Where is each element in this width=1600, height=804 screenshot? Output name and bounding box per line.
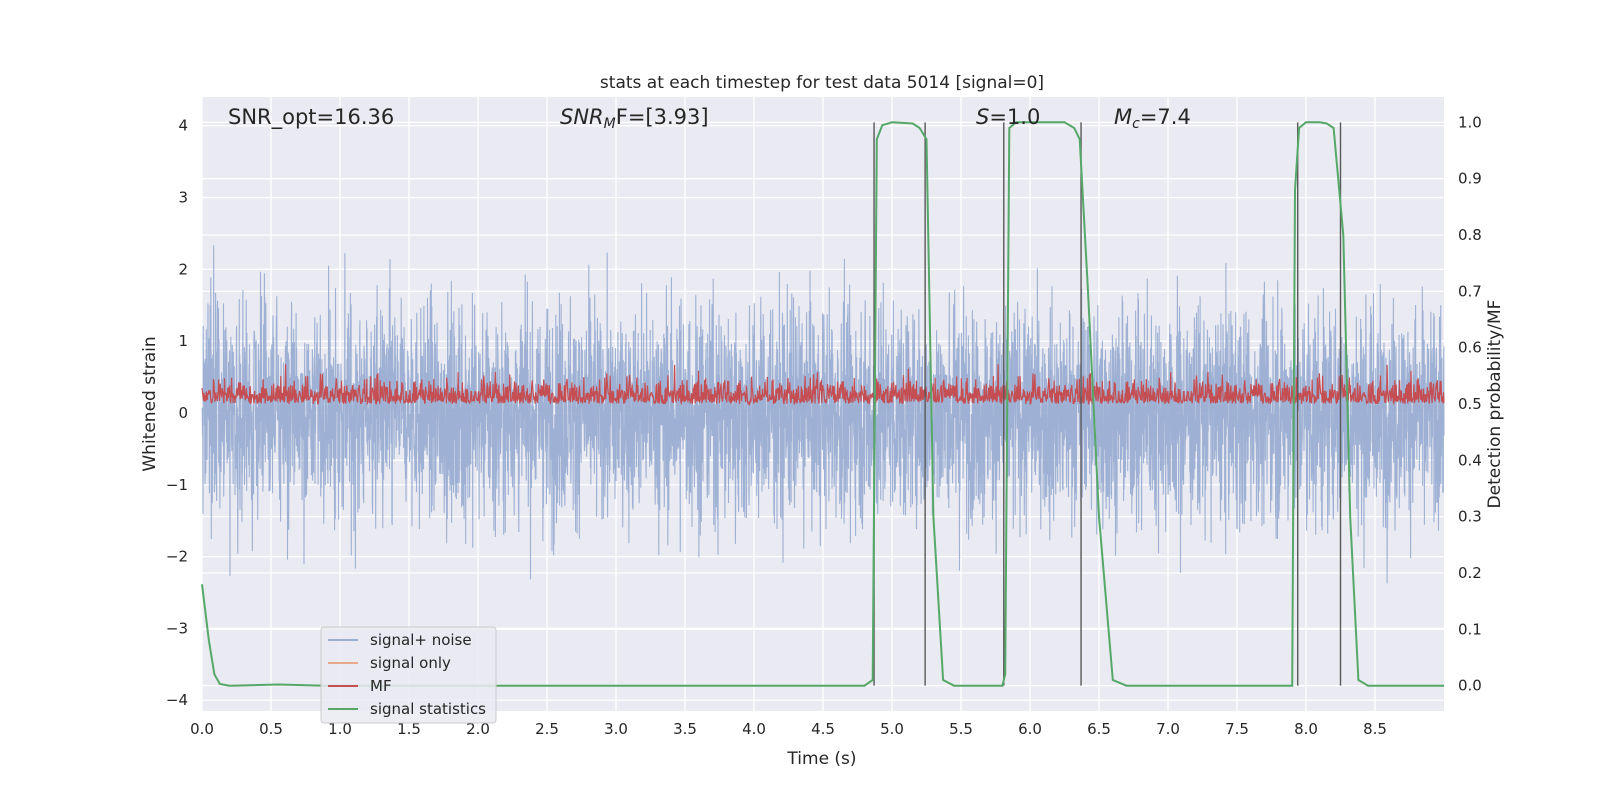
y-right-tick-label-10: 0.0 bbox=[1458, 677, 1482, 695]
y-right-tick-label-8: 0.2 bbox=[1458, 564, 1482, 582]
y-right-axis-label: Detection probability/MF bbox=[1485, 300, 1505, 509]
x-tick-label-15: 7.5 bbox=[1225, 720, 1249, 738]
mc-symbol: M bbox=[1114, 105, 1132, 129]
s-value: =1.0 bbox=[989, 105, 1040, 129]
x-tick-label-9: 4.5 bbox=[811, 720, 835, 738]
x-tick-label-1: 0.5 bbox=[259, 720, 283, 738]
y-left-tick-label-8: −4 bbox=[166, 691, 188, 709]
x-tick-label-4: 2.0 bbox=[466, 720, 490, 738]
x-tick-label-8: 4.0 bbox=[742, 720, 766, 738]
y-left-axis-label: Whitened strain bbox=[140, 336, 160, 471]
legend-label-signal-statistics: signal statistics bbox=[370, 700, 486, 718]
snr-mf-value: F=[3.93] bbox=[616, 105, 709, 129]
x-tick-label-7: 3.5 bbox=[673, 720, 697, 738]
y-left-tick-label-1: 3 bbox=[178, 189, 188, 207]
y-left-tick-label-5: −1 bbox=[166, 476, 188, 494]
mc-value: =7.4 bbox=[1140, 105, 1191, 129]
x-tick-label-14: 7.0 bbox=[1156, 720, 1180, 738]
annotation-s: S=1.0 bbox=[976, 105, 1040, 129]
snr-mf-subscript: M bbox=[604, 116, 616, 132]
legend-box bbox=[320, 626, 497, 724]
x-tick-label-3: 1.5 bbox=[397, 720, 421, 738]
x-tick-label-17: 8.5 bbox=[1363, 720, 1387, 738]
y-left-tick-label-7: −3 bbox=[166, 619, 188, 637]
y-right-tick-label-6: 0.4 bbox=[1458, 451, 1482, 469]
signal-statistics-line bbox=[201, 121, 1444, 687]
y-left-tick-label-3: 1 bbox=[178, 332, 188, 350]
x-tick-label-2: 1.0 bbox=[328, 720, 352, 738]
y-left-tick-label-4: 0 bbox=[178, 404, 188, 422]
legend-label-signal-noise: signal+ noise bbox=[370, 631, 472, 649]
mc-subscript: c bbox=[1132, 116, 1140, 132]
signal-noise-line bbox=[201, 245, 1445, 584]
y-right-tick-label-3: 0.7 bbox=[1458, 282, 1482, 300]
y-right-tick-label-2: 0.8 bbox=[1458, 226, 1482, 244]
s-symbol: S bbox=[976, 105, 989, 129]
x-tick-label-11: 5.5 bbox=[949, 720, 973, 738]
x-tick-label-6: 3.0 bbox=[604, 720, 628, 738]
x-axis-label: Time (s) bbox=[786, 749, 856, 769]
annotation-snr-opt: SNR_opt=16.36 bbox=[228, 105, 394, 130]
event-marker-lines bbox=[873, 122, 1342, 686]
x-tick-label-13: 6.5 bbox=[1087, 720, 1111, 738]
signal-statistics-series bbox=[201, 121, 1444, 687]
y-right-tick-label-5: 0.5 bbox=[1458, 395, 1482, 413]
legend: signal+ noise signal only MF signal stat… bbox=[320, 626, 497, 724]
x-tick-label-12: 6.0 bbox=[1018, 720, 1042, 738]
y-left-tick-label-6: −2 bbox=[166, 548, 188, 566]
x-tick-label-10: 5.0 bbox=[880, 720, 904, 738]
y-right-tick-label-7: 0.3 bbox=[1458, 508, 1482, 526]
mf-line bbox=[201, 364, 1445, 407]
annotation-mc: Mc=7.4 bbox=[1114, 105, 1191, 132]
y-left-tick-label-2: 2 bbox=[178, 260, 188, 278]
y-right-tick-label-0: 1.0 bbox=[1458, 113, 1482, 131]
y-right-tick-label-1: 0.9 bbox=[1458, 170, 1482, 188]
chart-title: stats at each timestep for test data 501… bbox=[600, 73, 1044, 93]
y-left-tick-labels: 4 3 2 1 0 −1 −2 −3 −4 bbox=[166, 117, 188, 710]
x-tick-label-16: 8.0 bbox=[1294, 720, 1318, 738]
x-tick-label-0: 0.0 bbox=[190, 720, 214, 738]
y-right-tick-label-9: 0.1 bbox=[1458, 620, 1482, 638]
legend-label-signal-only: signal only bbox=[370, 654, 451, 672]
x-tick-labels: 0.0 0.5 1.0 1.5 2.0 2.5 3.0 3.5 4.0 4.5 5.0 5.5 6.0 6… bbox=[190, 720, 1387, 738]
snr-mf-symbol: SNR bbox=[560, 105, 604, 129]
y-right-tick-label-4: 0.6 bbox=[1458, 339, 1482, 357]
y-right-tick-labels: 1.0 0.9 0.8 0.7 0.6 0.5 0.4 0.3 0.2 0.1 0.0 bbox=[1458, 113, 1482, 694]
annotation-snr-mf: SNRMF=[3.93] bbox=[560, 105, 709, 132]
legend-label-mf: MF bbox=[370, 677, 392, 695]
y-left-tick-label-0: 4 bbox=[178, 117, 188, 135]
x-tick-label-5: 2.5 bbox=[535, 720, 559, 738]
signal-noise-series bbox=[201, 245, 1445, 584]
mf-series bbox=[201, 364, 1445, 407]
